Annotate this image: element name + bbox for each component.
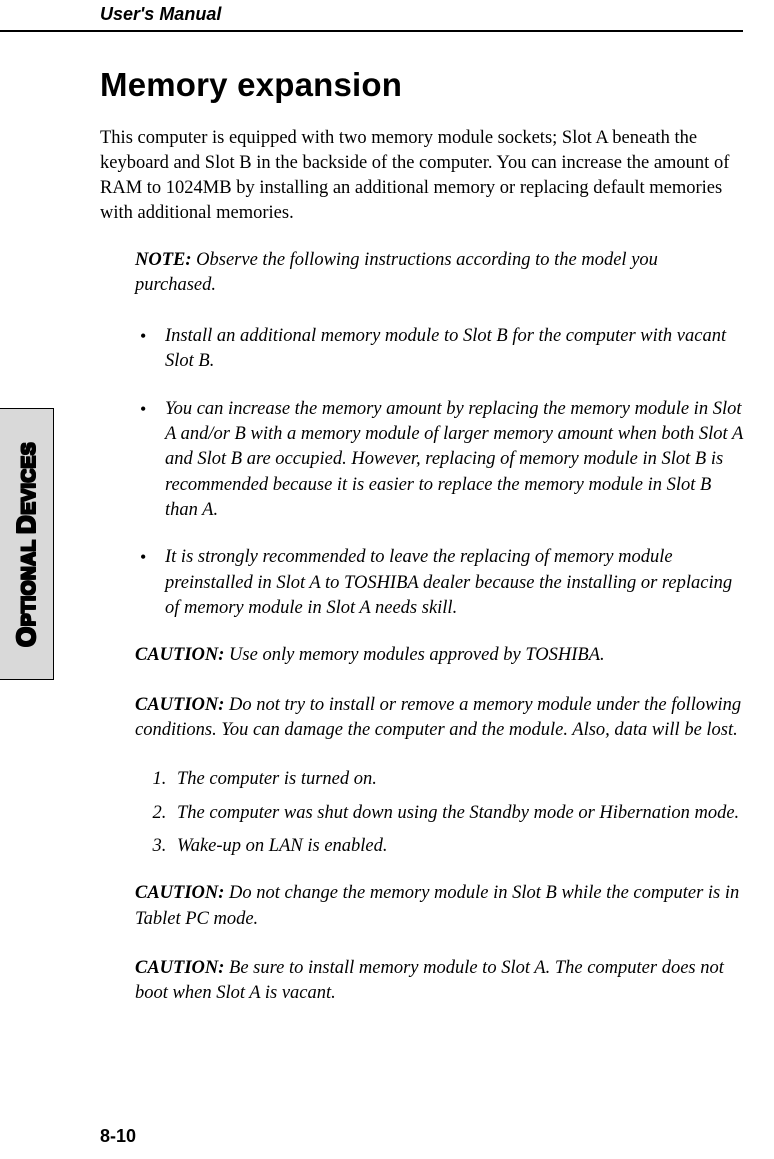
section-tab-optional-devices: OPTIONAL DEVICES — [0, 408, 54, 680]
caution-ordered-list: The computer is turned on. The computer … — [135, 767, 743, 859]
running-header: User's Manual — [100, 4, 221, 25]
caution-label: CAUTION: — [135, 695, 224, 715]
caution-label: CAUTION: — [135, 883, 224, 903]
caution-block: CAUTION: Do not change the memory module… — [135, 881, 743, 932]
note-block: NOTE: Observe the following instructions… — [135, 248, 743, 298]
note-body: Observe the following instructions accor… — [135, 250, 658, 295]
page-content: Memory expansion This computer is equipp… — [100, 66, 743, 1031]
caution-text: Do not try to install or remove a memory… — [135, 695, 741, 740]
caution-text: Do not change the memory module in Slot … — [135, 883, 739, 928]
page-number: 8-10 — [100, 1126, 136, 1147]
caution-label: CAUTION: — [135, 958, 224, 978]
note-list-item: It is strongly recommended to leave the … — [135, 545, 743, 621]
note-list-item: Install an additional memory module to S… — [135, 324, 743, 375]
caution-list-item: The computer is turned on. — [171, 767, 743, 792]
caution-block: CAUTION: Use only memory modules approve… — [135, 643, 743, 668]
note-text: NOTE: Observe the following instructions… — [135, 248, 743, 298]
note-label: NOTE: — [135, 250, 192, 270]
caution-text: Use only memory modules approved by TOSH… — [224, 645, 604, 665]
manual-page: User's Manual OPTIONAL DEVICES Memory ex… — [0, 0, 774, 1159]
header-rule — [0, 30, 743, 32]
note-list: Install an additional memory module to S… — [135, 324, 743, 621]
caution-label: CAUTION: — [135, 645, 224, 665]
note-list-item: You can increase the memory amount by re… — [135, 397, 743, 524]
intro-paragraph: This computer is equipped with two memor… — [100, 126, 743, 226]
page-title: Memory expansion — [100, 66, 743, 104]
caution-block: CAUTION: Be sure to install memory modul… — [135, 956, 743, 1007]
section-tab-label: OPTIONAL DEVICES — [11, 441, 42, 646]
caution-list-item: Wake-up on LAN is enabled. — [171, 834, 743, 859]
caution-text: Be sure to install memory module to Slot… — [135, 958, 724, 1003]
caution-block: CAUTION: Do not try to install or remove… — [135, 693, 743, 744]
caution-list-item: The computer was shut down using the Sta… — [171, 801, 743, 826]
